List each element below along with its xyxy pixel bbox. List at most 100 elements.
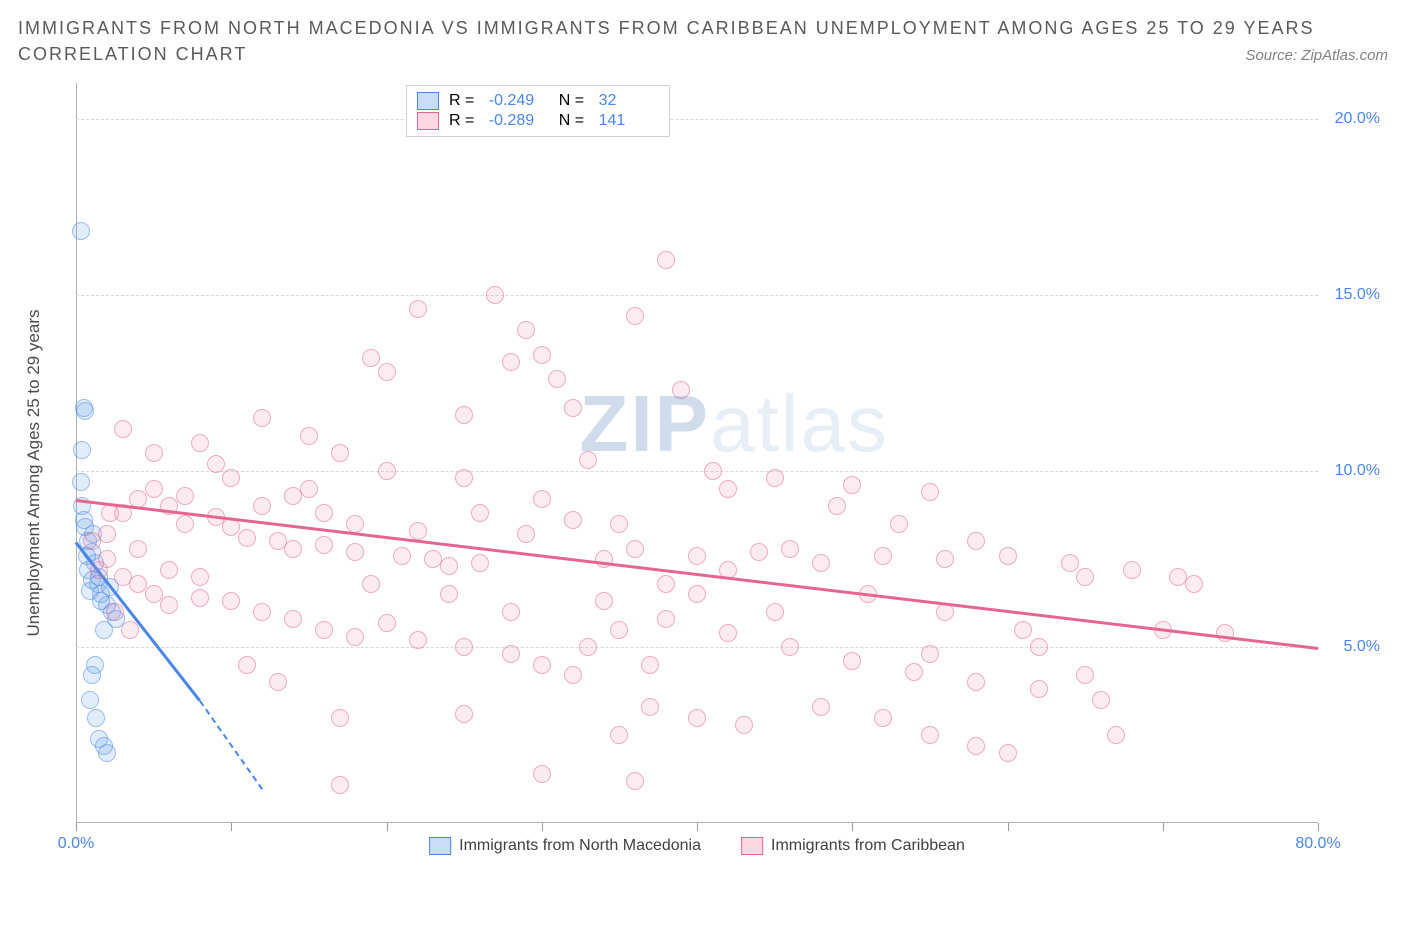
x-tick <box>231 823 232 831</box>
y-tick-label: 5.0% <box>1325 638 1380 656</box>
plot-area: ZIPatlas R = -0.249 N = 32 R = -0.289 N … <box>76 83 1318 823</box>
scatter-point <box>657 251 675 269</box>
scatter-point <box>1216 624 1234 642</box>
scatter-point <box>98 744 116 762</box>
scatter-point <box>843 476 861 494</box>
scatter-point <box>362 349 380 367</box>
r-label-2: R = <box>449 112 479 130</box>
scatter-point <box>191 568 209 586</box>
scatter-point <box>517 321 535 339</box>
trend-line-dash <box>199 700 263 789</box>
y-axis-label: Unemployment Among Ages 25 to 29 years <box>24 310 44 637</box>
n-label: N = <box>559 92 589 110</box>
scatter-point <box>176 487 194 505</box>
scatter-point <box>121 621 139 639</box>
scatter-point <box>1014 621 1032 639</box>
scatter-point <box>471 504 489 522</box>
n-label-2: N = <box>559 112 589 130</box>
subtitle-row: CORRELATION CHART Source: ZipAtlas.com <box>18 44 1388 65</box>
scatter-point <box>1092 691 1110 709</box>
grid-line <box>76 471 1318 472</box>
scatter-point <box>1076 666 1094 684</box>
scatter-point <box>610 726 628 744</box>
scatter-point <box>129 540 147 558</box>
scatter-point <box>315 536 333 554</box>
y-tick-label: 15.0% <box>1325 286 1380 304</box>
scatter-point <box>921 483 939 501</box>
scatter-point <box>378 363 396 381</box>
scatter-point <box>331 709 349 727</box>
scatter-point <box>1107 726 1125 744</box>
chart-title: IMMIGRANTS FROM NORTH MACEDONIA VS IMMIG… <box>18 12 1388 44</box>
scatter-point <box>176 515 194 533</box>
chart-subtitle: CORRELATION CHART <box>18 44 247 65</box>
scatter-point <box>704 462 722 480</box>
scatter-point <box>101 504 119 522</box>
chart-wrap: Unemployment Among Ages 25 to 29 years Z… <box>18 73 1388 863</box>
scatter-point <box>455 638 473 656</box>
r-val-1: -0.249 <box>489 92 549 110</box>
swatch-pink-icon <box>417 112 439 130</box>
x-tick <box>1163 823 1164 831</box>
scatter-point <box>533 346 551 364</box>
scatter-point <box>595 550 613 568</box>
scatter-point <box>238 529 256 547</box>
legend-label-1: Immigrants from North Macedonia <box>459 837 701 855</box>
scatter-point <box>222 469 240 487</box>
x-tick-label: 0.0% <box>58 835 94 853</box>
scatter-point <box>98 525 116 543</box>
scatter-point <box>564 399 582 417</box>
scatter-point <box>812 554 830 572</box>
scatter-point <box>409 300 427 318</box>
scatter-point <box>921 645 939 663</box>
swatch-blue-icon <box>417 92 439 110</box>
scatter-point <box>440 557 458 575</box>
legend-item-2: Immigrants from Caribbean <box>741 837 965 855</box>
scatter-point <box>999 744 1017 762</box>
scatter-point <box>284 610 302 628</box>
scatter-point <box>362 575 380 593</box>
scatter-point <box>766 469 784 487</box>
scatter-point <box>455 705 473 723</box>
scatter-point <box>781 540 799 558</box>
swatch-blue-icon-2 <box>429 837 451 855</box>
scatter-point <box>87 709 105 727</box>
scatter-point <box>610 621 628 639</box>
legend-item-1: Immigrants from North Macedonia <box>429 837 701 855</box>
scatter-point <box>145 480 163 498</box>
scatter-point <box>378 462 396 480</box>
scatter-point <box>284 540 302 558</box>
scatter-point <box>921 726 939 744</box>
legend-label-2: Immigrants from Caribbean <box>771 837 965 855</box>
scatter-point <box>828 497 846 515</box>
watermark: ZIPatlas <box>580 378 889 470</box>
scatter-point <box>890 515 908 533</box>
scatter-point <box>222 592 240 610</box>
scatter-point <box>610 515 628 533</box>
y-tick-label: 10.0% <box>1325 462 1380 480</box>
scatter-point <box>253 409 271 427</box>
x-tick <box>1318 823 1319 831</box>
scatter-point <box>626 540 644 558</box>
scatter-point <box>502 353 520 371</box>
legend-row-1: R = -0.249 N = 32 <box>417 92 659 110</box>
n-val-1: 32 <box>599 92 659 110</box>
scatter-point <box>207 455 225 473</box>
scatter-point <box>533 765 551 783</box>
scatter-point <box>967 673 985 691</box>
scatter-point <box>315 621 333 639</box>
scatter-point <box>750 543 768 561</box>
scatter-point <box>595 592 613 610</box>
scatter-point <box>300 427 318 445</box>
legend-row-2: R = -0.289 N = 141 <box>417 112 659 130</box>
scatter-point <box>81 691 99 709</box>
scatter-point <box>781 638 799 656</box>
scatter-point <box>905 663 923 681</box>
title-block: IMMIGRANTS FROM NORTH MACEDONIA VS IMMIG… <box>18 12 1388 65</box>
scatter-point <box>719 480 737 498</box>
scatter-point <box>1185 575 1203 593</box>
swatch-pink-icon-2 <box>741 837 763 855</box>
scatter-point <box>564 511 582 529</box>
scatter-point <box>1030 638 1048 656</box>
scatter-point <box>471 554 489 572</box>
